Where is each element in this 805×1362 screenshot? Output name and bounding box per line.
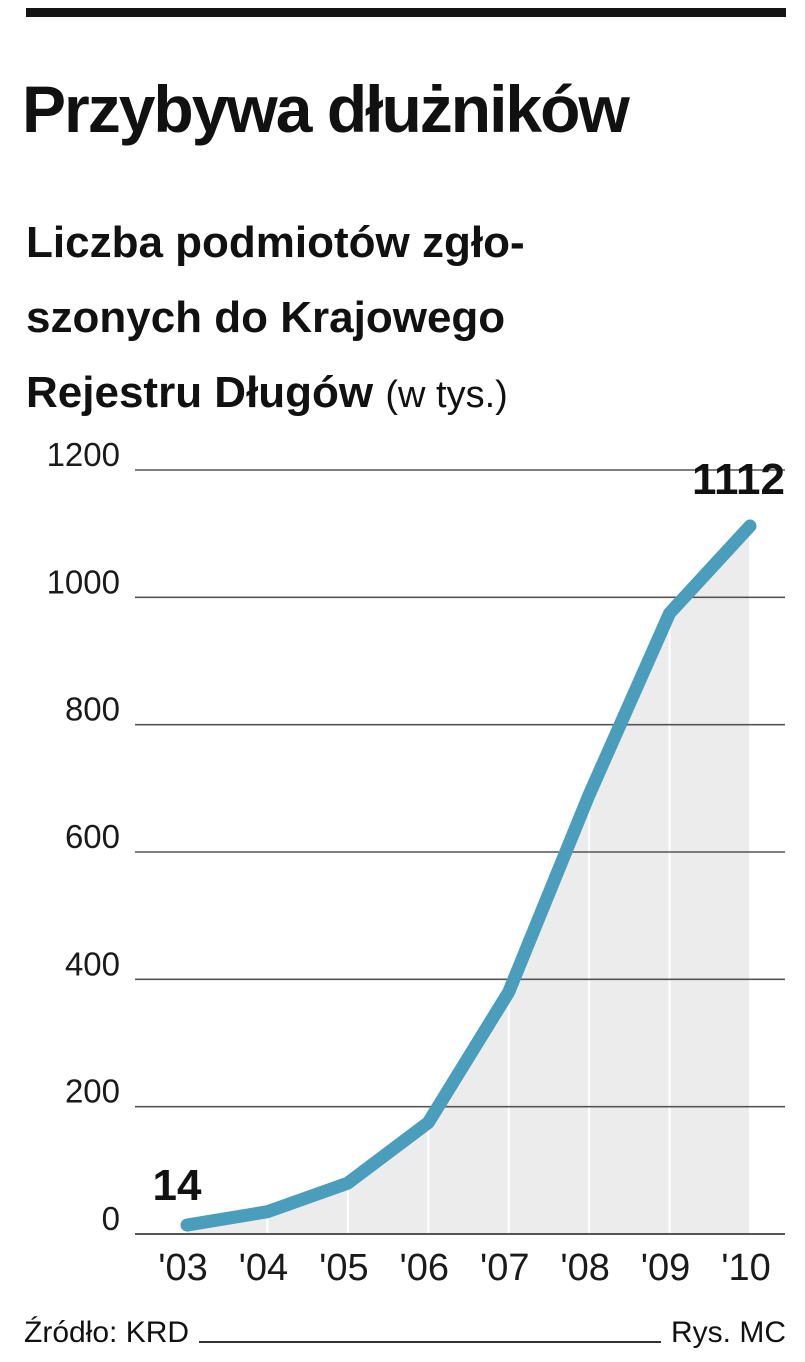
y-tick-label: 0 [102,1200,120,1237]
x-tick-label: '09 [641,1247,691,1289]
data-label: 14 [153,1161,202,1210]
y-tick-label: 200 [65,1073,120,1110]
x-tick-label: '05 [319,1247,369,1289]
y-tick-label: 400 [65,945,120,982]
data-point [427,1122,429,1124]
subtitle-line-3-text: Rejestru Długów [26,368,374,417]
footer: Źródło: KRD Rys. MC [24,1308,786,1348]
chart-title: Przybywa dłużników [22,72,630,146]
unit-label: (w tys.) [385,374,508,416]
chart-subtitle: Liczba podmiotów zgło- szonych do Krajow… [26,205,525,433]
x-tick-label: '08 [560,1247,610,1289]
data-point [749,525,751,527]
y-tick-label: 1200 [47,436,120,473]
y-tick-label: 600 [65,818,120,855]
area-fill [187,526,750,1234]
source-label: Źródło: KRD [24,1316,190,1349]
x-tick-label: '03 [158,1247,208,1289]
footer-rule [199,1341,661,1343]
subtitle-line-3: Rejestru Długów (w tys.) [26,355,525,433]
subtitle-line-1: Liczba podmiotów zgło- [26,218,525,267]
series-line [180,519,757,1232]
x-tick-label: '10 [721,1247,771,1289]
subtitle-line-2: szonych do Krajowego [26,293,506,342]
y-tick-label: 1000 [47,563,120,600]
data-point [669,612,671,614]
y-tick-label: 800 [65,691,120,728]
top-rule [26,8,786,17]
data-point [347,1182,349,1184]
data-point [186,1224,188,1226]
data-point [588,794,590,796]
x-tick-label: '06 [400,1247,450,1289]
x-tick-label: '04 [239,1247,289,1289]
credit-label: Rys. MC [671,1316,786,1349]
x-tick-label: '07 [480,1247,530,1289]
data-label: 1112 [692,455,785,504]
data-point [508,991,510,993]
data-point [266,1211,268,1213]
